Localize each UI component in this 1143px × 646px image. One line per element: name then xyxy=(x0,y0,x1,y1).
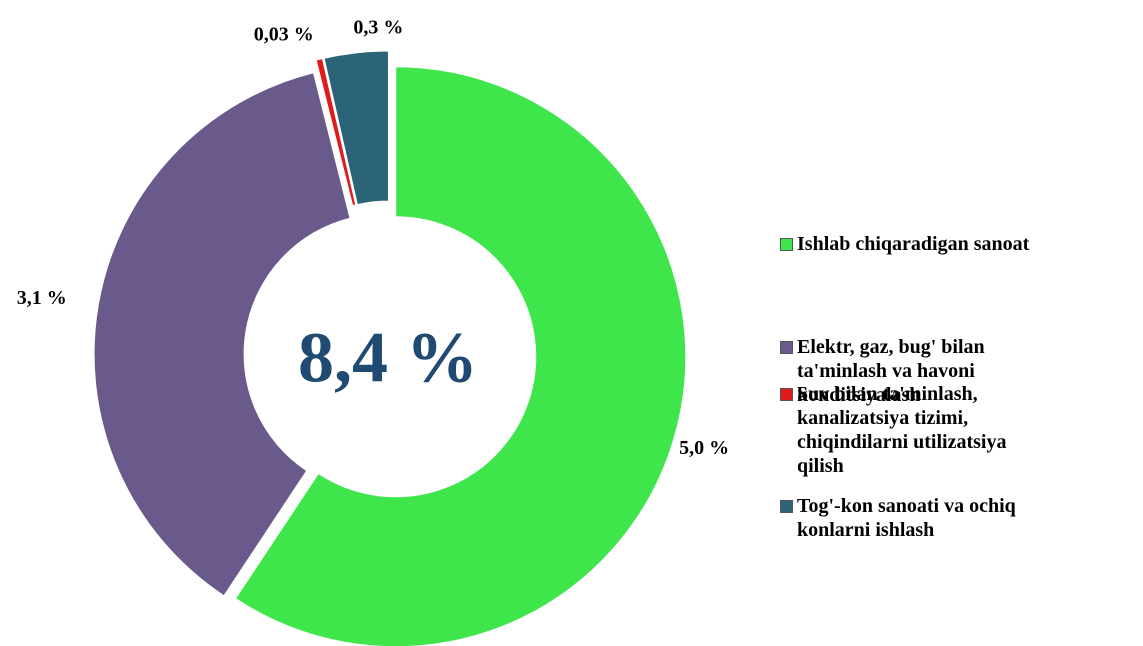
data-label: 5,0 % xyxy=(679,437,729,459)
legend-key xyxy=(780,388,793,401)
donut-slice xyxy=(93,72,351,597)
legend-text: Elektr, gaz, bug' bilan ta'minlash va ha… xyxy=(797,336,985,406)
donut-slice xyxy=(315,58,357,207)
legend-text: Ishlab chiqaradigan sanoat xyxy=(797,233,1030,255)
data-label: 0,03 % xyxy=(254,24,314,46)
legend-key xyxy=(780,238,793,251)
center-text: 8,4 % xyxy=(298,318,478,398)
donut-slice xyxy=(323,50,389,206)
legend-key xyxy=(780,500,793,513)
chart: 5,0 % 3,1 % 0,03 % 0,3 % 8,4 % xyxy=(17,17,729,646)
legend-key xyxy=(780,341,793,354)
donut-slice xyxy=(234,66,687,646)
data-label: 3,1 % xyxy=(17,287,67,309)
legend-text: Suv bilan ta'minlash, kanalizatsiya tizi… xyxy=(797,383,1007,477)
legend-text: Tog'-kon sanoati va ochiq konlarni ishla… xyxy=(797,495,1016,541)
data-label: 0,3 % xyxy=(353,17,403,39)
